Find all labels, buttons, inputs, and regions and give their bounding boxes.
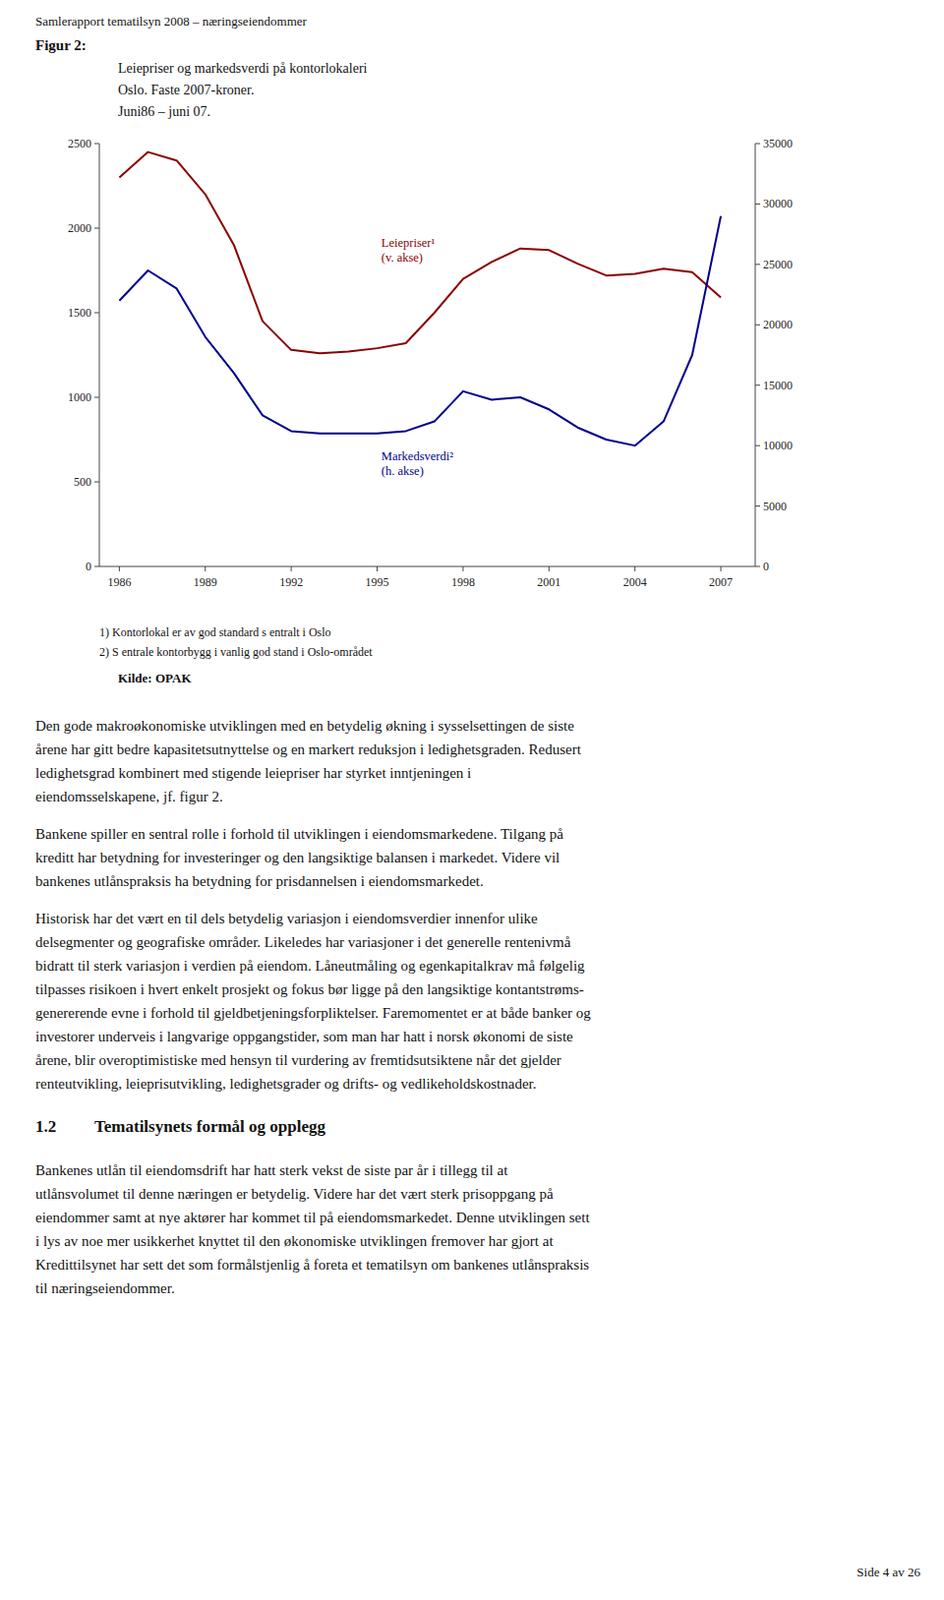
text-line: Kredittilsynet har sett det som formålst… (35, 1252, 921, 1277)
y2-tick (755, 324, 761, 326)
y2-tick-label: 10000 (763, 438, 793, 453)
y-axis-line (99, 143, 101, 567)
series-label: Markedsverdi²(h. akse) (381, 449, 454, 478)
text-line: renteutvikling, leieprisutvikling, ledig… (35, 1071, 921, 1096)
y2-tick (755, 505, 761, 507)
paragraph: Den gode makroøkonomiske utviklingen med… (35, 713, 921, 809)
body-text: Den gode makroøkonomiske utviklingen med… (35, 713, 921, 1314)
y-tick (94, 566, 100, 568)
x-tick-label: 1995 (365, 575, 390, 590)
y-tick-label: 1000 (67, 390, 92, 405)
series-line (118, 216, 721, 446)
text-line: Bankene spiller en sentral rolle i forho… (35, 822, 921, 846)
x-tick-label: 2007 (708, 575, 733, 590)
text-line: eiendommer samt at nye aktører har komme… (35, 1205, 921, 1230)
text-line: investorer underveis i langvarige oppgan… (35, 1024, 921, 1049)
series-line (118, 152, 721, 354)
x-tick (204, 566, 206, 572)
y2-tick (755, 445, 761, 447)
y2-tick (755, 203, 761, 205)
y-tick-label: 2000 (67, 221, 92, 236)
y-tick (94, 228, 100, 230)
y-tick (94, 312, 100, 314)
x-tick (548, 566, 550, 572)
x-tick (462, 566, 464, 572)
y2-tick-label: 35000 (763, 136, 793, 151)
x-tick (720, 566, 722, 572)
plot-area (118, 152, 721, 447)
text-line: bidratt til sterk variasjon i verdien på… (35, 953, 921, 978)
x-tick-label: 2004 (623, 575, 648, 590)
series-label: Leiepriser¹(v. akse) (381, 236, 436, 265)
text-line: tilpasses risikoen i hvert enkelt prosje… (35, 977, 921, 1002)
x-tick-label: 2001 (536, 575, 561, 590)
y-tick-label: 500 (73, 474, 92, 489)
section-heading: 1.2 Tematilsynets formål og opplegg (35, 1117, 921, 1147)
page: Samlerapport tematilsyn 2008 – næringsei… (0, 0, 944, 1600)
chart: 1986 1989 1992 1995 1998 2001 2004 2007 0 500 1000… (0, 129, 846, 622)
text-line: i lys av noe mer usikkerhet knyttet til … (35, 1229, 921, 1253)
section-title: Tematilsynets formål og opplegg (94, 1117, 326, 1137)
y-tick (94, 397, 100, 399)
x-tick-label: 1992 (279, 575, 303, 590)
section-number: 1.2 (35, 1117, 57, 1137)
page-header: Samlerapport tematilsyn 2008 – næringsei… (35, 13, 307, 30)
text-line: delsegmenter og geografiske områder. Lik… (35, 930, 921, 954)
footnote: 2) S entrale kontorbygg i vanlig god sta… (99, 645, 373, 660)
paragraph: Bankene spiller en sentral rolle i forho… (35, 822, 921, 893)
x-tick (118, 566, 120, 572)
chart-subtitle: Juni86 – juni 07. (118, 104, 211, 120)
text-line: årene har gitt bedre kapasitetsutnyttels… (35, 737, 921, 762)
y2-tick-label: 30000 (763, 196, 793, 211)
y-tick-label: 2500 (67, 136, 92, 151)
text-line: årene, blir overoptimistiske med hensyn … (35, 1048, 921, 1072)
x-axis-line (99, 566, 756, 568)
text-line: genererende evne i forhold til gjeldbetj… (35, 1001, 921, 1025)
y2-tick (755, 263, 761, 265)
source: Kilde: OPAK (118, 670, 192, 687)
y2-tick-label: 20000 (763, 317, 793, 332)
figure-label: Figur 2: (35, 37, 87, 55)
text-line: bankenes utlånspraksis ha betydning for … (35, 869, 921, 893)
x-tick (291, 566, 293, 572)
y2-tick-label: 0 (763, 559, 769, 574)
y2-tick-label: 15000 (763, 378, 793, 393)
x-tick-label: 1989 (193, 575, 218, 590)
text-line: ledighetsgrad kombinert med stigende lei… (35, 761, 921, 785)
x-tick-label: 1986 (107, 575, 131, 590)
y2-tick (755, 384, 761, 386)
y2-tick (755, 143, 761, 145)
x-tick (376, 566, 378, 572)
text-line: Historisk har det vært en til dels betyd… (35, 906, 921, 931)
text-line: Bankenes utlån til eiendomsdrift har hat… (35, 1158, 921, 1182)
footnote: 1) Kontorlokal er av god standard s entr… (99, 625, 332, 641)
y-tick (94, 481, 100, 483)
text-line: eiendomsselskapene, jf. figur 2. (35, 784, 921, 809)
text-line: utlånsvolumet til denne næringen er bety… (35, 1181, 921, 1206)
y-tick-label: 0 (85, 559, 92, 574)
chart-title: Leiepriser og markedsverdi på kontorloka… (118, 60, 367, 77)
y-tick-label: 1500 (67, 305, 92, 320)
paragraph: Historisk har det vært en til dels betyd… (35, 906, 921, 1096)
paragraph: Bankenes utlån til eiendomsdrift har hat… (35, 1158, 921, 1300)
text-line: til næringseiendommer. (35, 1276, 921, 1300)
text-line: kreditt har betydning for investeringer … (35, 845, 921, 870)
x-tick (634, 566, 636, 572)
page-footer: Side 4 av 26 (856, 1564, 921, 1581)
y2-tick (755, 566, 761, 568)
y2-tick-label: 25000 (763, 257, 793, 272)
x-tick-label: 1998 (451, 575, 475, 590)
y-tick (94, 143, 100, 145)
y2-axis-line (755, 143, 757, 567)
y2-tick-label: 5000 (763, 499, 787, 514)
chart-subtitle: Oslo. Faste 2007-kroner. (118, 82, 254, 99)
text-line: Den gode makroøkonomiske utviklingen med… (35, 713, 921, 738)
